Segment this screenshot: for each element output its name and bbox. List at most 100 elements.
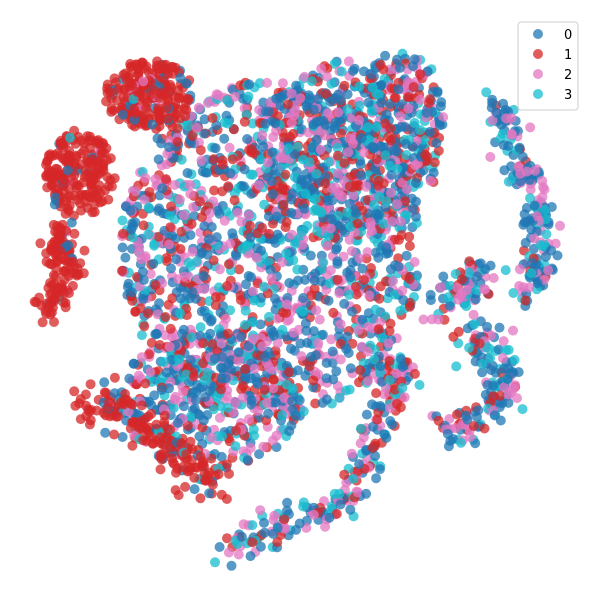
data-point-series-3	[481, 87, 492, 98]
data-point-series-3	[324, 278, 335, 289]
data-point-series-2	[362, 247, 373, 258]
data-point-series-0	[311, 134, 322, 145]
data-point-series-1	[353, 181, 364, 192]
data-point-series-0	[189, 403, 200, 414]
data-point-series-3	[409, 117, 420, 128]
data-point-series-3	[287, 383, 298, 394]
data-point-series-2	[169, 180, 180, 190]
data-point-series-0	[354, 459, 365, 470]
data-point-series-1	[103, 194, 114, 205]
data-point-series-1	[73, 269, 84, 280]
data-point-series-0	[236, 331, 247, 342]
legend-marker-2	[533, 69, 543, 79]
data-point-series-2	[322, 241, 333, 251]
data-point-series-0	[370, 451, 381, 461]
data-point-series-0	[304, 95, 315, 105]
data-point-series-2	[346, 246, 357, 257]
data-point-series-3	[451, 361, 462, 372]
data-point-series-0	[317, 329, 328, 340]
legend-label-1: 1	[564, 48, 572, 63]
data-point-series-2	[150, 174, 161, 185]
data-point-series-0	[254, 449, 265, 460]
data-point-series-3	[503, 344, 514, 355]
data-point-series-0	[331, 366, 342, 377]
data-point-series-0	[266, 324, 277, 335]
data-point-series-1	[172, 137, 183, 147]
data-point-series-2	[354, 115, 364, 126]
data-point-series-2	[248, 334, 259, 344]
data-point-series-1	[344, 181, 355, 192]
data-point-series-1	[385, 318, 396, 329]
data-point-series-2	[415, 94, 426, 105]
data-point-series-1	[384, 326, 395, 336]
data-point-series-2	[295, 93, 306, 104]
data-point-series-1	[37, 317, 48, 328]
data-point-series-0	[381, 242, 392, 253]
data-point-series-3	[380, 150, 391, 161]
data-point-series-2	[237, 392, 248, 403]
data-point-series-1	[240, 364, 251, 374]
data-point-series-1	[165, 424, 176, 435]
data-point-series-1	[339, 469, 350, 480]
data-point-series-2	[503, 389, 514, 400]
data-point-series-3	[508, 288, 519, 298]
data-point-series-1	[339, 158, 350, 168]
data-point-series-3	[230, 441, 241, 452]
data-point-series-3	[526, 268, 537, 279]
data-point-series-0	[367, 141, 378, 152]
data-point-series-0	[286, 207, 297, 218]
data-point-series-1	[139, 321, 150, 332]
data-point-series-0	[370, 247, 381, 258]
data-point-series-0	[301, 325, 312, 336]
data-point-series-2	[363, 376, 373, 387]
data-point-series-1	[106, 103, 117, 114]
data-point-series-1	[159, 448, 169, 459]
data-point-series-0	[398, 294, 409, 305]
data-point-series-1	[172, 463, 183, 474]
data-point-series-1	[135, 303, 146, 314]
data-point-series-1	[279, 132, 289, 143]
data-point-series-2	[232, 207, 243, 218]
data-point-series-1	[41, 298, 52, 309]
data-point-series-2	[555, 220, 565, 231]
data-point-series-1	[217, 155, 228, 166]
data-point-series-1	[109, 73, 120, 84]
data-point-series-0	[513, 367, 524, 378]
data-point-series-0	[242, 455, 253, 466]
data-point-series-2	[214, 412, 225, 423]
data-point-series-0	[126, 224, 137, 235]
data-point-series-1	[131, 60, 142, 70]
data-point-series-1	[50, 271, 61, 282]
data-point-series-1	[46, 307, 57, 318]
data-point-series-1	[208, 154, 219, 165]
data-point-series-2	[334, 288, 345, 299]
data-point-series-3	[185, 411, 196, 422]
data-point-series-0	[245, 551, 256, 562]
data-point-series-3	[264, 257, 275, 268]
data-point-series-1	[143, 308, 153, 319]
data-point-series-1	[75, 414, 86, 425]
data-point-series-3	[277, 324, 288, 335]
data-point-series-3	[247, 520, 258, 531]
data-point-series-0	[321, 373, 332, 384]
data-point-series-0	[62, 165, 73, 176]
data-point-series-2	[233, 355, 244, 366]
data-point-series-1	[79, 145, 89, 156]
data-point-series-2	[397, 285, 408, 296]
data-point-series-0	[498, 98, 509, 109]
data-point-series-0	[475, 258, 486, 269]
data-point-series-2	[537, 191, 548, 202]
data-point-series-1	[404, 231, 415, 242]
data-point-series-0	[327, 346, 338, 357]
data-point-series-0	[175, 73, 186, 84]
data-point-series-2	[354, 253, 365, 264]
data-point-series-2	[399, 392, 410, 403]
data-point-series-3	[340, 385, 351, 396]
data-point-series-2	[202, 98, 213, 108]
data-point-series-2	[206, 432, 217, 443]
data-point-series-0	[499, 165, 510, 176]
data-point-series-0	[244, 79, 255, 90]
data-point-series-0	[214, 542, 225, 552]
data-point-series-1	[50, 163, 61, 174]
data-point-series-2	[315, 144, 326, 155]
